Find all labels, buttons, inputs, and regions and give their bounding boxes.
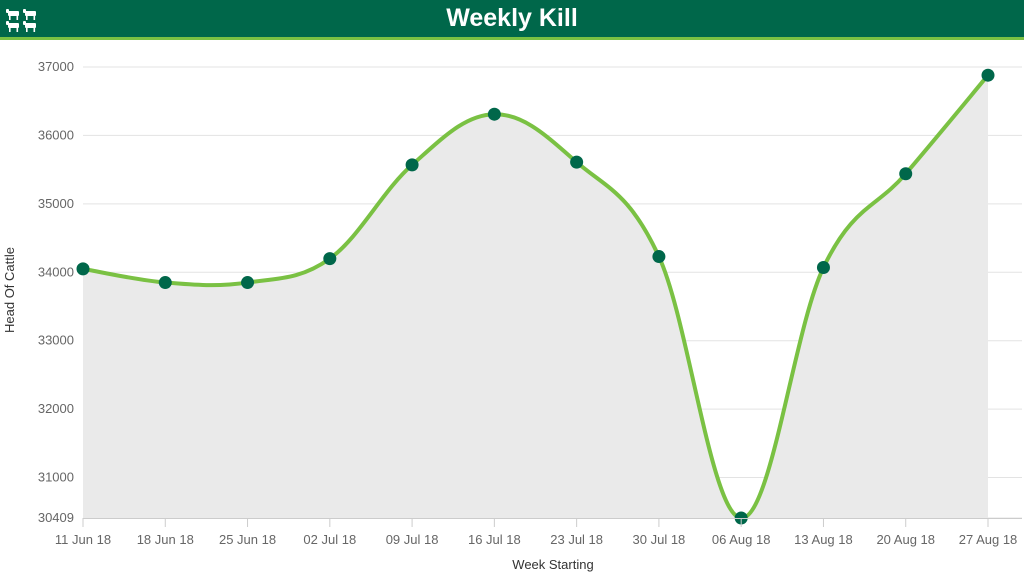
y-tick-label: 36000 (38, 127, 74, 142)
x-tick-label: 11 Jun 18 (55, 532, 111, 547)
x-axis-title: Week Starting (512, 557, 593, 572)
y-tick-label: 37000 (38, 59, 74, 74)
y-axis-title: Head Of Cattle (2, 247, 17, 333)
x-tick-label: 02 Jul 18 (303, 532, 356, 547)
y-tick-label: 30409 (38, 510, 74, 525)
y-axis-ticks: 30409 31000 32000 33000 34000 35000 36000 37000 (38, 59, 74, 525)
data-point[interactable] (405, 158, 419, 172)
data-point[interactable] (487, 107, 501, 121)
y-tick-label: 33000 (38, 333, 74, 348)
y-tick-label: 32000 (38, 401, 74, 416)
data-markers (76, 68, 995, 525)
x-tick-label: 13 Aug 18 (794, 532, 853, 547)
data-point[interactable] (323, 252, 337, 266)
x-tick-label: 09 Jul 18 (386, 532, 439, 547)
cattle-icon (6, 9, 36, 32)
data-point[interactable] (816, 260, 830, 274)
y-tick-label: 31000 (38, 470, 74, 485)
x-tick-label: 18 Jun 18 (137, 532, 194, 547)
data-point[interactable] (76, 262, 90, 276)
data-point[interactable] (241, 276, 255, 290)
x-tick-label: 06 Aug 18 (712, 532, 771, 547)
weekly-kill-chart: 30409 31000 32000 33000 34000 35000 36000 37000… (2, 59, 1022, 572)
x-tick-label: 27 Aug 18 (959, 532, 1018, 547)
series-line (81, 73, 990, 521)
x-tick-label: 20 Aug 18 (876, 532, 935, 547)
data-point[interactable] (158, 276, 172, 290)
x-tick-label: 25 Jun 18 (219, 532, 276, 547)
data-point[interactable] (570, 155, 584, 169)
x-tick-label: 16 Jul 18 (468, 532, 521, 547)
x-tick-label: 30 Jul 18 (633, 532, 686, 547)
y-tick-label: 35000 (38, 196, 74, 211)
x-axis-ticks: 11 Jun 18 18 Jun 18 25 Jun 18 02 Jul 18 09 J… (55, 518, 1017, 547)
chart-title: Weekly Kill (446, 4, 578, 32)
x-tick-label: 23 Jul 18 (550, 532, 603, 547)
data-point[interactable] (981, 68, 995, 82)
data-point[interactable] (652, 250, 666, 264)
chart-header: Weekly Kill (0, 0, 1024, 40)
area-fill (83, 75, 988, 519)
y-tick-label: 34000 (38, 264, 74, 279)
data-point[interactable] (899, 167, 913, 181)
